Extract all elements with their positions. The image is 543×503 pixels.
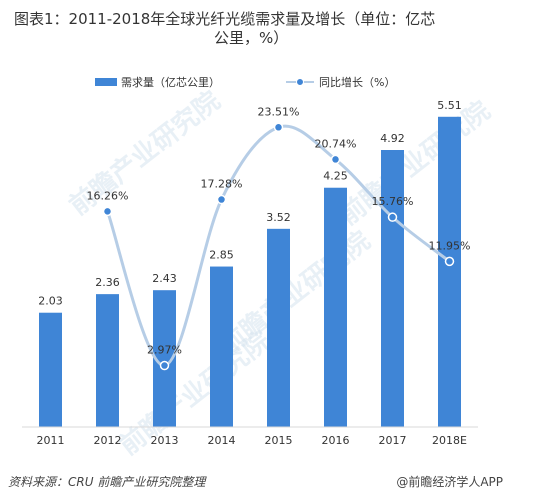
chart-title-line2: 公里，%） [214, 29, 289, 47]
bar [153, 290, 176, 427]
growth-line [102, 122, 455, 371]
bar [324, 187, 347, 427]
credit-note: @前瞻经济学人APP [396, 475, 503, 489]
x-tick-label: 2018E [432, 434, 467, 447]
source-note: 资料来源：CRU 前瞻产业研究院整理 [8, 475, 206, 489]
bar [39, 312, 62, 427]
chart-title-line1: 图表1：2011-2018年全球光纤光缆需求量及增长（单位：亿芯 [14, 10, 436, 28]
bar-value-label: 2.03 [38, 295, 63, 308]
chart-title: 图表1：2011-2018年全球光纤光缆需求量及增长（单位：亿芯 公里，%） [14, 10, 524, 48]
bar-value-label: 5.51 [437, 99, 462, 112]
growth-marker [387, 212, 398, 222]
x-tick-label: 2015 [265, 434, 293, 447]
growth-marker [330, 154, 341, 165]
bar-value-label: 4.25 [323, 170, 348, 183]
x-ticks: 2011 2012 2013 2014 2015 2016 2017 2018E [37, 434, 468, 447]
x-tick-label: 2013 [151, 434, 179, 447]
bar [438, 116, 461, 428]
legend: 需求量（亿芯公里） 同比增长（%） [95, 75, 395, 89]
growth-value-label: 20.74% [315, 137, 357, 150]
growth-marker [273, 122, 284, 133]
x-tick-label: 2014 [208, 434, 236, 447]
x-tick-label: 2017 [379, 434, 407, 447]
bar [267, 228, 290, 427]
x-tick-label: 2012 [94, 434, 122, 447]
labels: 2.03 2.36 2.43 2.85 3.52 4.25 4.92 5.51 16.26% 2.… [38, 99, 470, 357]
growth-marker [216, 194, 227, 205]
growth-value-label: 17.28% [201, 178, 243, 191]
watermark-text: 前瞻产业研究院 [114, 325, 277, 461]
growth-marker [444, 256, 455, 267]
growth-value-label: 11.95% [429, 239, 471, 252]
bar-value-label: 2.85 [209, 249, 234, 262]
growth-value-label: 2.97% [147, 344, 182, 357]
growth-line-path [106, 124, 451, 368]
bar [381, 150, 404, 427]
x-tick-label: 2011 [37, 434, 65, 447]
bars [39, 116, 461, 428]
legend-label-line: 同比增长（%） [319, 75, 395, 89]
x-tick-label: 2016 [322, 434, 350, 447]
bar [210, 266, 233, 427]
bar-value-label: 4.92 [380, 132, 405, 145]
growth-marker [102, 206, 113, 217]
growth-value-label: 23.51% [258, 105, 300, 118]
bar-value-label: 2.43 [152, 272, 177, 285]
watermark-text: 前瞻产业研究院 [334, 95, 497, 231]
growth-marker [159, 360, 170, 371]
legend-swatch-bar [95, 78, 117, 86]
bar-value-label: 3.52 [266, 211, 291, 224]
bar-value-label: 2.36 [95, 276, 120, 289]
growth-value-label: 16.26% [87, 189, 129, 202]
legend-label-bar: 需求量（亿芯公里） [121, 75, 220, 89]
growth-value-label: 15.76% [372, 195, 414, 208]
bar [96, 294, 119, 427]
legend-marker-line [296, 78, 304, 86]
